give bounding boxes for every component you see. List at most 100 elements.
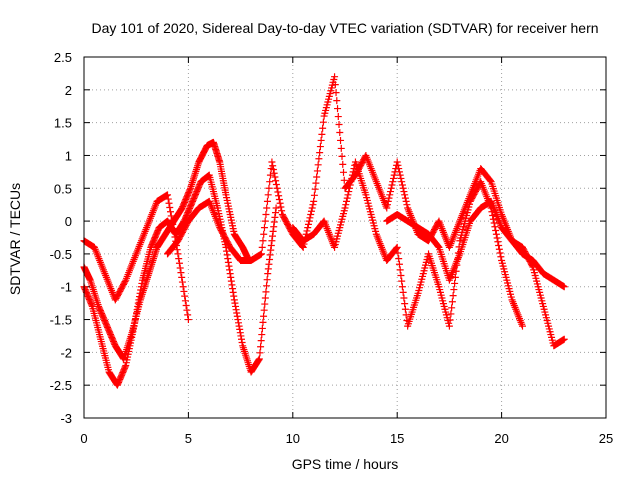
data-point (304, 224, 312, 232)
data-point (174, 250, 182, 258)
data-point (308, 204, 316, 212)
data-point (266, 171, 274, 179)
series-arc-2 (80, 171, 280, 389)
data-point (261, 217, 269, 225)
x-tick-label: 10 (286, 431, 300, 446)
data-point (175, 255, 183, 263)
data-point (389, 178, 397, 186)
data-point (275, 192, 283, 200)
data-point (179, 283, 187, 291)
data-point (177, 269, 185, 277)
data-point (181, 292, 189, 300)
y-tick-label: -0.5 (50, 247, 72, 262)
data-point (392, 244, 400, 252)
data-point (347, 178, 355, 186)
data-point (262, 211, 270, 219)
data-point (263, 276, 271, 284)
data-point (271, 173, 279, 181)
data-point (394, 161, 402, 169)
data-point (273, 184, 281, 192)
data-point (275, 196, 283, 204)
y-tick-label: 2.5 (54, 50, 72, 65)
data-point (318, 130, 326, 138)
data-point (276, 199, 284, 207)
data-point (345, 184, 353, 192)
data-point (278, 207, 286, 215)
data-point (398, 277, 406, 285)
data-point (168, 216, 176, 224)
data-point (316, 143, 324, 151)
data-point (167, 208, 175, 216)
data-point (331, 73, 339, 81)
data-point (299, 243, 307, 251)
data-point (450, 286, 458, 294)
data-point (257, 250, 265, 258)
data-point (386, 188, 394, 196)
data-point (383, 204, 391, 212)
data-point (341, 204, 349, 212)
data-point (259, 237, 267, 245)
data-point (403, 201, 411, 209)
data-point (495, 245, 503, 253)
data-point (312, 179, 320, 187)
data-point (121, 278, 129, 286)
data-point (395, 260, 403, 268)
data-point (314, 161, 322, 169)
data-point (395, 255, 403, 263)
data-point (334, 113, 342, 121)
data-point (384, 201, 392, 209)
data-point (495, 241, 503, 249)
x-tick-label: 5 (185, 431, 192, 446)
data-point (560, 283, 568, 291)
data-point (184, 316, 192, 324)
data-point (182, 301, 190, 309)
y-tick-label: -2 (60, 345, 72, 360)
data-point (332, 89, 340, 97)
data-point (277, 203, 285, 211)
data-point (315, 155, 323, 163)
data-point (496, 249, 504, 257)
data-point (313, 167, 321, 175)
data-point (343, 194, 351, 202)
x-tick-label: 0 (80, 431, 87, 446)
data-point (340, 168, 348, 176)
data-point (451, 273, 459, 281)
data-point (303, 227, 311, 235)
data-point (307, 207, 315, 215)
data-point (264, 191, 272, 199)
y-tick-label: 2 (65, 83, 72, 98)
data-point (386, 191, 394, 199)
series-arc-5 (289, 158, 526, 330)
data-point (164, 195, 172, 203)
data-point (304, 220, 312, 228)
data-point (269, 162, 277, 170)
data-point (445, 322, 453, 330)
data-point (256, 349, 264, 357)
data-point (266, 178, 274, 186)
data-point (173, 246, 181, 254)
y-axis-label: SDTVAR / TECUs (7, 183, 23, 295)
y-tick-label: -2.5 (50, 378, 72, 393)
series-arc-3 (80, 191, 192, 324)
data-point (335, 121, 343, 129)
data-point (260, 312, 268, 320)
data-point (491, 223, 499, 231)
data-point (384, 197, 392, 205)
data-point (387, 184, 395, 192)
data-point (398, 181, 406, 189)
data-point (333, 97, 341, 105)
data-point (178, 273, 186, 281)
data-point (388, 181, 396, 189)
data-point (397, 271, 405, 279)
data-point (342, 201, 350, 209)
plot-frame (83, 56, 607, 419)
data-point (331, 81, 339, 89)
data-point (390, 171, 398, 179)
data-point (272, 204, 280, 212)
data-point (451, 279, 459, 287)
chart-title: Day 101 of 2020, Sidereal Day-to-day VTE… (91, 20, 598, 36)
data-point (401, 300, 409, 308)
data-point (311, 185, 319, 193)
data-point (259, 318, 267, 326)
data-point (338, 152, 346, 160)
